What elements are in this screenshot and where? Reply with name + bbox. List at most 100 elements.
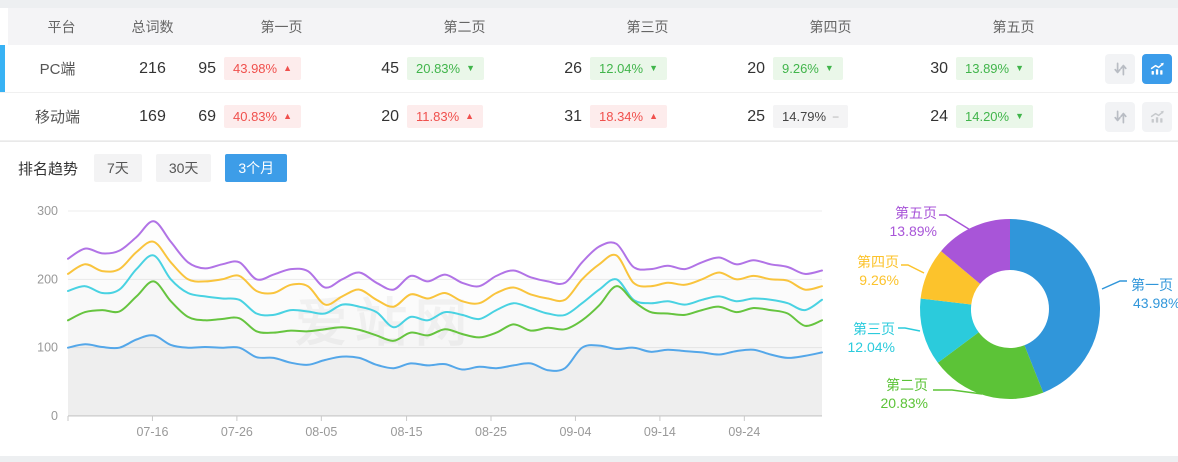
column-header-page3: 第三页 — [626, 18, 669, 35]
donut-label-percent: 12.04% — [848, 339, 895, 355]
change-badge: 14.20% ▼ — [956, 104, 1034, 129]
svg-text:09-24: 09-24 — [728, 425, 760, 439]
page3-cell: 31 18.34% ▲ — [556, 104, 739, 129]
change-percent: 12.04% — [599, 60, 644, 76]
page-count: 95 — [198, 59, 216, 77]
trend-chart-button[interactable] — [1142, 101, 1172, 132]
table-row-移动端[interactable]: 移动端 169 69 40.83% ▲ 20 11.83% ▲ 31 18.34% ▲ 25 14.79… — [0, 93, 1178, 141]
change-percent: 14.20% — [965, 108, 1010, 124]
column-header-page2: 第二页 — [443, 18, 486, 35]
down-arrow-icon: ▼ — [1015, 63, 1025, 73]
page-count: 31 — [564, 107, 582, 125]
line-series-第二页 — [67, 280, 823, 342]
change-badge: 11.83% ▲ — [407, 104, 484, 129]
page5-cell: 24 14.20% ▼ — [922, 104, 1105, 129]
donut-label-name: 第四页 — [857, 254, 899, 270]
svg-text:08-15: 08-15 — [391, 425, 423, 439]
up-arrow-icon: ▲ — [465, 111, 475, 121]
up-arrow-icon: ▲ — [283, 63, 293, 73]
svg-text:09-04: 09-04 — [559, 425, 591, 439]
down-arrow-icon: ▼ — [1015, 111, 1025, 121]
donut-label-percent: 43.98% — [1133, 295, 1178, 311]
down-arrow-icon: ▼ — [649, 63, 659, 73]
sort-icon — [1113, 62, 1127, 75]
tab-30天[interactable]: 30天 — [155, 154, 212, 182]
change-badge: 20.83% ▼ — [407, 56, 485, 81]
change-badge: 18.34% ▲ — [590, 104, 668, 129]
change-percent: 9.26% — [782, 60, 819, 76]
page-share-donut-chart[interactable]: 第一页 43.98% 第二页 20.83% 第三页 12.04% 第四页 9.26% 第五页 13… — [840, 191, 1178, 457]
change-percent: 13.89% — [965, 60, 1010, 76]
line-series-第四页 — [67, 240, 823, 308]
svg-text:09-14: 09-14 — [644, 425, 676, 439]
page-count: 26 — [564, 59, 582, 77]
change-percent: 20.83% — [416, 60, 461, 76]
trend-chart-icon — [1150, 110, 1164, 123]
change-badge: 13.89% ▼ — [956, 56, 1034, 81]
sort-button[interactable] — [1105, 101, 1135, 132]
svg-text:200: 200 — [37, 272, 58, 286]
trend-section-header: 排名趋势 7天 30天 3个月 — [0, 141, 1178, 191]
donut-slice-第五页[interactable] — [941, 219, 1010, 284]
label-leader-line — [898, 327, 921, 332]
total-count: 169 — [139, 107, 166, 125]
page-count: 20 — [381, 107, 399, 125]
page4-cell: 25 14.79% − — [739, 104, 922, 129]
table-row-PC端[interactable]: PC端 216 95 43.98% ▲ 45 20.83% ▼ 26 12.04% ▼ 20 9.26%… — [0, 45, 1178, 93]
label-leader-line — [939, 214, 973, 232]
page1-cell: 95 43.98% ▲ — [190, 56, 373, 81]
page5-cell: 30 13.89% ▼ — [922, 56, 1105, 81]
line-series-第一页 — [67, 334, 823, 372]
flat-arrow-icon: − — [832, 109, 840, 124]
column-header-page5: 第五页 — [992, 18, 1035, 35]
svg-text:07-26: 07-26 — [221, 425, 253, 439]
page-count: 24 — [930, 107, 948, 125]
sort-button[interactable] — [1105, 53, 1135, 84]
line-series-第五页 — [67, 220, 823, 291]
tab-7天[interactable]: 7天 — [94, 154, 142, 182]
donut-slice-第一页[interactable] — [1010, 219, 1101, 393]
change-badge: 43.98% ▲ — [224, 56, 302, 81]
svg-text:08-05: 08-05 — [305, 425, 337, 439]
down-arrow-icon: ▼ — [466, 63, 476, 73]
donut-label-name: 第一页 — [1131, 277, 1173, 293]
line-series-第三页 — [67, 254, 823, 329]
donut-slice-第三页[interactable] — [920, 298, 979, 363]
page-count: 69 — [198, 107, 216, 125]
trend-tabs: 7天 30天 3个月 — [94, 154, 288, 182]
trend-chart-button[interactable] — [1142, 53, 1172, 84]
dashboard-card: 平台 总词数 第一页 第二页 第三页 第四页 第五页 PC端 216 95 43.98… — [0, 8, 1178, 456]
svg-text:300: 300 — [37, 204, 58, 218]
donut-label-name: 第二页 — [886, 377, 928, 393]
change-badge: 9.26% ▼ — [773, 56, 843, 81]
change-badge: 12.04% ▼ — [590, 56, 668, 81]
column-header-page4: 第四页 — [809, 18, 852, 35]
change-badge: 14.79% − — [773, 104, 849, 129]
trend-line-chart[interactable]: 爱站网 010020030007-1607-2608-0508-1508-250… — [0, 191, 840, 457]
platform-label: PC端 — [39, 61, 76, 78]
tab-3个月[interactable]: 3个月 — [225, 154, 288, 182]
change-percent: 40.83% — [233, 108, 278, 124]
change-badge: 40.83% ▲ — [224, 104, 302, 129]
svg-text:08-25: 08-25 — [475, 425, 507, 439]
label-leader-line — [901, 264, 925, 274]
change-percent: 11.83% — [416, 108, 460, 124]
trend-chart-icon — [1150, 62, 1164, 75]
page1-cell: 69 40.83% ▲ — [190, 104, 373, 129]
trend-title: 排名趋势 — [18, 160, 79, 178]
page3-cell: 26 12.04% ▼ — [556, 56, 739, 81]
donut-slice-第四页[interactable] — [920, 251, 981, 305]
table-header: 平台 总词数 第一页 第二页 第三页 第四页 第五页 — [8, 8, 1178, 45]
donut-label-name: 第五页 — [895, 205, 937, 221]
page4-cell: 20 9.26% ▼ — [739, 56, 922, 81]
charts-row: 爱站网 010020030007-1607-2608-0508-1508-250… — [0, 191, 1178, 457]
up-arrow-icon: ▲ — [649, 111, 659, 121]
page2-cell: 20 11.83% ▲ — [373, 104, 556, 129]
svg-text:0: 0 — [51, 409, 58, 423]
donut-slice-第二页[interactable] — [937, 332, 1044, 400]
column-header-platform: 平台 — [47, 18, 76, 35]
page2-cell: 45 20.83% ▼ — [373, 56, 556, 81]
svg-text:07-16: 07-16 — [136, 425, 168, 439]
trend-line-chart-svg: 0 100 200 300 07-16 07-26 08-05 08-15 08-25 09-04… — [37, 204, 823, 439]
platform-label: 移动端 — [34, 109, 80, 126]
